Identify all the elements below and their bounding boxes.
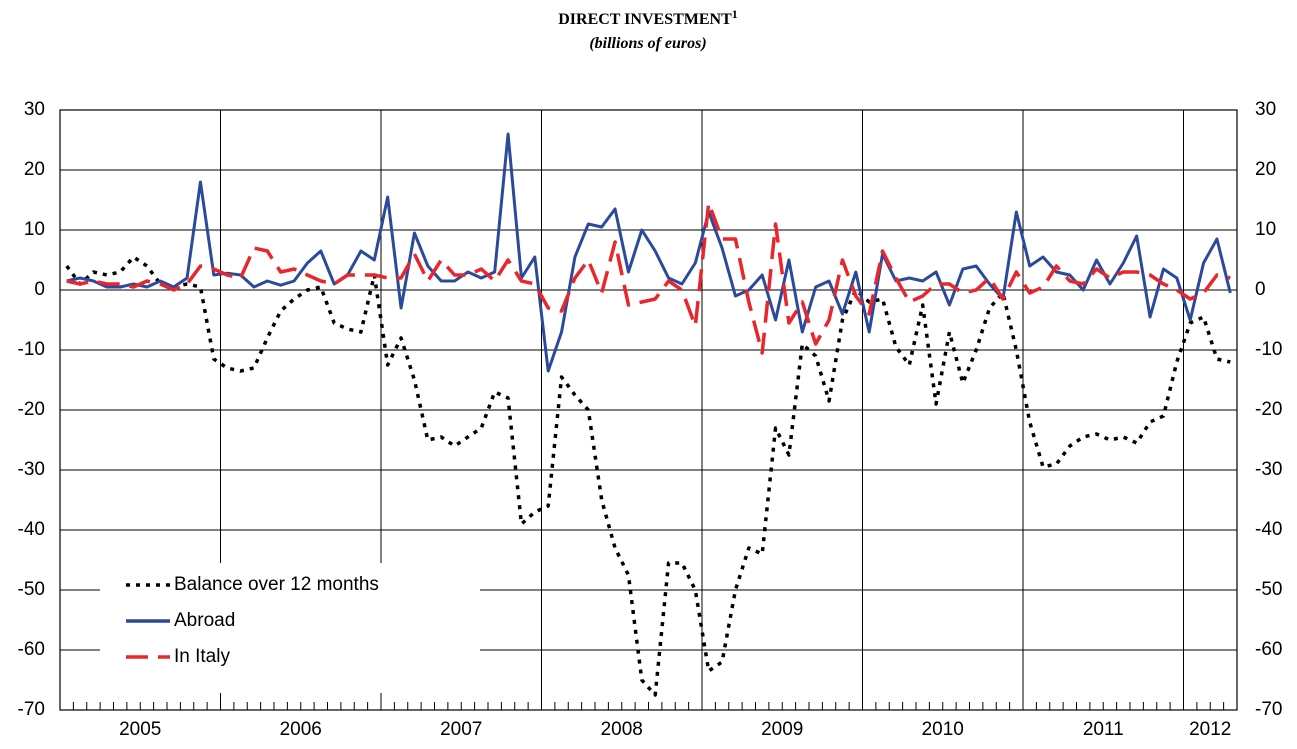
y-tick-label: -60 (18, 639, 45, 660)
legend: Balance over 12 months Abroad In Italy (100, 563, 480, 693)
y-tick-label: -50 (18, 579, 45, 600)
x-tick-label: 2012 (1189, 719, 1231, 740)
y2-tick-label: 30 (1255, 99, 1276, 120)
y2-tick-label: -70 (1255, 699, 1282, 720)
legend-label: Balance over 12 months (174, 574, 379, 595)
y-tick-label: 30 (24, 99, 45, 120)
y2-tick-label: -40 (1255, 519, 1282, 540)
chart-title: DIRECT INVESTMENT1 (558, 7, 738, 28)
y2-tick-label: -20 (1255, 399, 1282, 420)
legend-label: Abroad (174, 610, 235, 631)
legend-box (100, 563, 480, 693)
y2-tick-label: -50 (1255, 579, 1282, 600)
y-tick-label: -40 (18, 519, 45, 540)
x-tick-label: 2008 (601, 719, 643, 740)
y2-tick-label: -10 (1255, 339, 1282, 360)
y-tick-label: -30 (18, 459, 45, 480)
x-tick-label: 2010 (922, 719, 964, 740)
y2-tick-label: 10 (1255, 219, 1276, 240)
series-line (66, 201, 1231, 355)
y-tick-label: -70 (18, 699, 45, 720)
x-tick-label: 2005 (119, 719, 161, 740)
y2-tick-label: -30 (1255, 459, 1282, 480)
title-note: 1 (732, 7, 738, 21)
y-tick-label: 10 (24, 219, 45, 240)
y2-tick-label: 20 (1255, 159, 1276, 180)
x-tick-label: 2011 (1083, 719, 1124, 740)
y-tick-label: 0 (34, 279, 45, 300)
y2-tick-label: -60 (1255, 639, 1282, 660)
series-line (66, 132, 1232, 373)
series-line (65, 255, 1231, 697)
y-tick-label: 20 (24, 159, 45, 180)
y2-tick-label: 0 (1255, 279, 1266, 300)
y-tick-label: -20 (18, 399, 45, 420)
legend-label: In Italy (174, 646, 230, 667)
title-text: DIRECT INVESTMENT (558, 11, 732, 28)
x-tick-label: 2007 (440, 719, 482, 740)
x-tick-label: 2006 (280, 719, 322, 740)
y-tick-label: -10 (18, 339, 45, 360)
plot-frame (59, 109, 1238, 711)
chart-subtitle: (billions of euros) (589, 35, 706, 52)
x-tick-label: 2009 (761, 719, 803, 740)
